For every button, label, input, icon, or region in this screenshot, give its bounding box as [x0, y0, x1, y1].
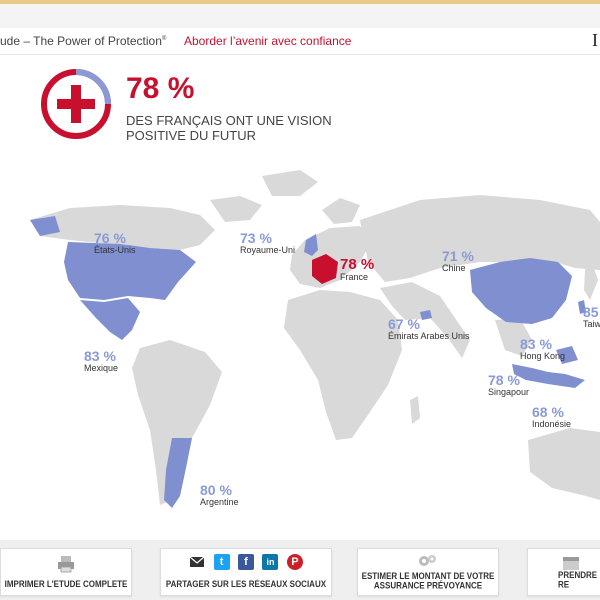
map-label-taiwan: 85 Taiw: [583, 304, 600, 329]
map-label-singapour: 78 % Singapour: [488, 372, 530, 397]
estimate-insurance-label: ESTIMER LE MONTANT DE VOTRE ASSURANCE PRÉ…: [361, 571, 495, 591]
estimate-insurance-button[interactable]: ESTIMER LE MONTANT DE VOTRE ASSURANCE PRÉ…: [357, 548, 499, 596]
map-label-royaume-uni: 73 % Royaume-Uni: [240, 230, 296, 255]
map-country-argentine: [164, 438, 192, 508]
map-country-france: [312, 254, 338, 284]
page-header: ude – The Power of Protection® Aborder l…: [0, 28, 600, 55]
health-cross-icon: [41, 69, 111, 139]
map-country-mexique: [80, 298, 140, 340]
map-country-usa-alaska: [30, 216, 60, 236]
gears-icon: [419, 555, 436, 566]
calendar-icon: [563, 557, 579, 570]
map-label-indonesie: 68 % Indonésie: [532, 404, 572, 429]
print-study-button[interactable]: IMPRIMER L'ETUDE COMPLETE: [0, 548, 132, 596]
map-label-argentine: 80 % Argentine: [200, 482, 239, 507]
map-country-usa: [64, 242, 196, 300]
top-accent-line: [0, 0, 600, 4]
map-country-uk: [304, 234, 318, 256]
facebook-icon[interactable]: f: [238, 553, 254, 570]
social-icons: t f in P: [161, 553, 331, 571]
share-social-button[interactable]: t f in P PARTAGER SUR LES RÉSEAUX SOCIAU…: [160, 548, 332, 596]
map-label-chine: 71 % Chine: [442, 248, 474, 273]
header-title: ude – The Power of Protection®: [0, 34, 167, 48]
pinterest-icon[interactable]: P: [286, 553, 303, 570]
mail-icon[interactable]: [189, 554, 205, 570]
map-country-emirats: [420, 310, 432, 320]
printer-icon: [58, 556, 74, 573]
headline-text: DES FRANÇAIS ONT UNE VISION POSITIVE DU …: [126, 113, 332, 143]
linkedin-icon[interactable]: in: [262, 553, 279, 570]
map-label-france: 78 % France: [340, 256, 375, 282]
map-label-hong-kong: 83 % Hong Kong: [520, 336, 566, 361]
make-appointment-label: PRENDRE RE: [558, 570, 598, 590]
twitter-icon[interactable]: t: [213, 553, 230, 570]
highlighted-countries: [30, 216, 586, 508]
map-country-indonesie: [512, 364, 585, 388]
share-social-label: PARTAGER SUR LES RÉSEAUX SOCIAUX: [165, 579, 327, 590]
map-label-etats-unis: 76 % États-Unis: [94, 230, 136, 255]
header-subtitle: Aborder l’avenir avec confiance: [184, 34, 352, 48]
map-label-mexique: 83 % Mexique: [84, 348, 119, 373]
land-masses: [30, 170, 600, 505]
map-country-china: [470, 258, 572, 324]
world-map: [30, 170, 600, 508]
headline-value: 78 %: [126, 72, 195, 105]
print-study-label: IMPRIMER L'ETUDE COMPLETE: [4, 579, 128, 590]
map-label-emirats: 67 % Émirats Arabes Unis: [388, 316, 470, 341]
footer-bar: IMPRIMER L'ETUDE COMPLETE t f in P PARTA…: [0, 540, 600, 600]
make-appointment-button[interactable]: PRENDRE RE: [527, 548, 600, 596]
header-logo-fragment: I: [592, 30, 598, 50]
map-country-borneo: [556, 346, 578, 364]
map-country-taiwan: [578, 300, 586, 314]
